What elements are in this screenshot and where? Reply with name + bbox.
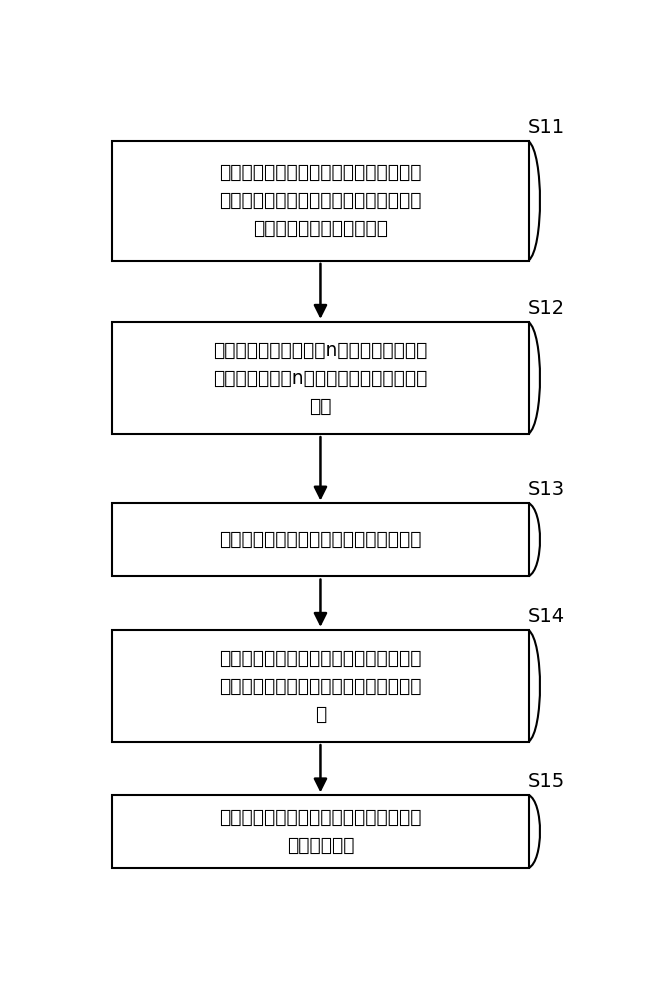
Text: S11: S11 <box>528 118 565 137</box>
Text: 根据所述等效导纳获取n阶动态特性等效导
纳矩阵；其中，n为所述电网系统的交流节
点数: 根据所述等效导纳获取n阶动态特性等效导 纳矩阵；其中，n为所述电网系统的交流节 … <box>214 340 428 415</box>
Text: S15: S15 <box>528 772 565 791</box>
Bar <box>113 141 529 261</box>
Text: 根据所述节点阻抗矩阵计算出多馈入直流
相互作用因子: 根据所述节点阻抗矩阵计算出多馈入直流 相互作用因子 <box>219 808 422 855</box>
Text: S14: S14 <box>528 607 565 626</box>
Text: 根据直流定电流定熄弧角控制模式下电网
系统各个换流站的运行状态，获取各个所
述换流站所对应的等效导纳: 根据直流定电流定熄弧角控制模式下电网 系统各个换流站的运行状态，获取各个所 述换… <box>219 163 422 238</box>
Text: S12: S12 <box>528 299 565 318</box>
Text: 根据所述动态特性等效导纳矩阵修正所述
原交流节点导纳矩阵，并获取节点阻抗矩
阵: 根据所述动态特性等效导纳矩阵修正所述 原交流节点导纳矩阵，并获取节点阻抗矩 阵 <box>219 648 422 723</box>
Bar <box>113 630 529 742</box>
Bar <box>113 795 529 868</box>
Bar <box>113 503 529 576</box>
Bar <box>113 322 529 434</box>
Text: 获取所述电网系统的原交流节点导纳矩阵: 获取所述电网系统的原交流节点导纳矩阵 <box>219 530 422 549</box>
Text: S13: S13 <box>528 480 565 499</box>
